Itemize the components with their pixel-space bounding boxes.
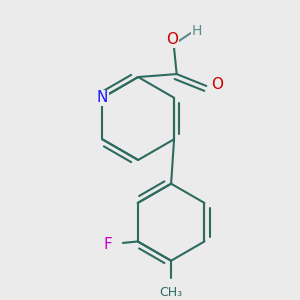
Text: O: O [166,32,178,47]
Text: N: N [97,90,108,105]
Text: O: O [211,77,223,92]
Text: F: F [103,237,112,252]
Text: CH₃: CH₃ [160,286,183,299]
Text: H: H [192,24,202,38]
